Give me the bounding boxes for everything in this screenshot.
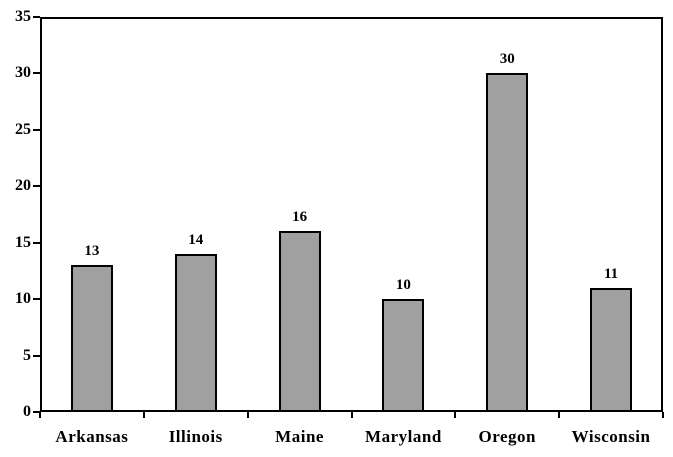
bar-value-label: 11 <box>603 265 619 282</box>
bar-value-label: 10 <box>395 277 411 294</box>
x-axis-category-label: Maine <box>275 427 324 446</box>
x-axis-tick-mark <box>662 412 664 418</box>
bar-value-label: 13 <box>84 243 100 260</box>
bar-value-label: 30 <box>499 51 515 68</box>
bar-oregon <box>486 73 529 412</box>
x-axis-tick-mark <box>558 412 561 418</box>
y-axis-tick-label: 10 <box>15 290 31 308</box>
x-axis-category-label: Illinois <box>168 427 223 446</box>
x-axis-tick-mark <box>39 412 41 418</box>
y-axis-tick-mark <box>33 354 40 357</box>
y-axis-tick-mark <box>33 128 40 131</box>
bar-arkansas <box>70 265 113 412</box>
x-axis-tick-mark <box>246 412 249 418</box>
y-axis-tick-label: 5 <box>23 346 31 364</box>
y-axis-tick-mark <box>33 411 40 413</box>
plot-area <box>40 17 663 412</box>
y-axis-tick-label: 0 <box>23 403 31 420</box>
y-axis-tick-mark <box>33 241 40 244</box>
y-axis-tick-mark <box>33 72 40 75</box>
x-axis-category-label: Maryland <box>365 427 442 446</box>
x-axis-category-label: Oregon <box>478 427 536 446</box>
y-axis-tick-label: 30 <box>15 64 31 82</box>
y-axis-tick-label: 15 <box>15 233 31 251</box>
y-axis-tick-mark <box>33 16 40 18</box>
bar-value-label: 14 <box>188 232 204 248</box>
bar-illinois <box>174 254 217 412</box>
x-axis-category-label: Wisconsin <box>571 427 651 446</box>
bar-maryland <box>382 299 425 412</box>
y-axis-tick-label: 35 <box>15 8 31 25</box>
x-axis-tick-mark <box>350 412 353 418</box>
bar-maine <box>278 231 321 412</box>
x-axis-tick-mark <box>142 412 145 418</box>
y-axis-tick-label: 25 <box>15 120 31 138</box>
x-axis-tick-mark <box>454 412 457 418</box>
y-axis-tick-mark <box>33 298 40 301</box>
bar-wisconsin <box>590 287 633 412</box>
x-axis-category-label: Arkansas <box>55 427 129 446</box>
y-axis-tick-mark <box>33 185 40 188</box>
bar-value-label: 16 <box>292 209 308 226</box>
y-axis-tick-label: 20 <box>15 177 31 195</box>
